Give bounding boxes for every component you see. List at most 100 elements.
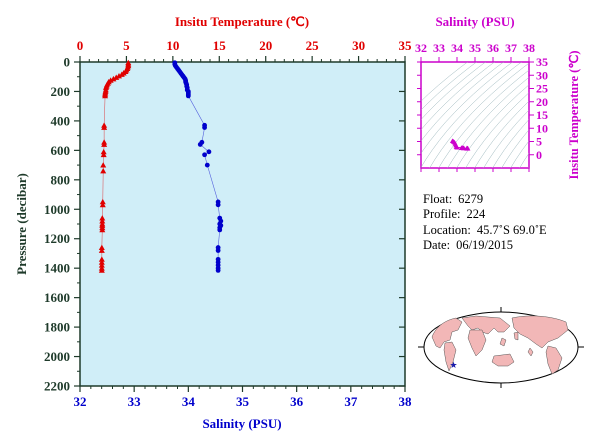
temperature-tick-label: 5: [123, 38, 130, 53]
salinity-tick-label: 34: [182, 394, 196, 409]
isopycnal-line: [519, 152, 529, 168]
map-graticule: [418, 307, 584, 388]
isopycnal-line: [438, 69, 529, 168]
pressure-tick-label: 400: [51, 113, 71, 128]
y-axis-title: Pressure (decibar): [14, 173, 29, 275]
salinity-point: [197, 142, 203, 147]
ts-salinity-tick-label: 35: [469, 41, 481, 55]
ts-temperature-tick-label: 10: [536, 121, 548, 135]
pressure-tick-label: 800: [51, 172, 71, 187]
temperature-point: [100, 167, 107, 174]
salinity-tick-label: 37: [344, 394, 358, 409]
temperature-point: [101, 124, 108, 130]
ts-salinity-tick-label: 32: [415, 41, 427, 55]
temperature-tick-label: 25: [306, 38, 320, 53]
isopycnal-line: [429, 62, 529, 168]
salinity-point: [206, 149, 212, 155]
isopycnal-line: [510, 140, 529, 168]
salinity-point: [202, 152, 207, 158]
float-label: Float:: [423, 192, 453, 206]
pressure-tick-label: 0: [64, 55, 71, 70]
top-axis-title: Insitu Temperature (℃): [175, 14, 309, 29]
salinity-axis-ticks: 32 33 34 35 36 37 38: [74, 386, 413, 409]
temperature-tick-label: 10: [166, 38, 179, 53]
isopycnal-line: [421, 62, 513, 154]
pressure-tick-label: 1000: [44, 202, 70, 217]
isopycnal-line: [421, 62, 504, 142]
temperature-tick-label: 0: [77, 38, 84, 53]
temperature-point: [98, 267, 105, 273]
ts-temperature-tick-label: 15: [536, 108, 548, 122]
temperature-point: [98, 244, 105, 250]
profile-label: Profile:: [423, 207, 461, 222]
salinity-point: [215, 202, 221, 208]
temperature-tick-label: 30: [352, 38, 365, 53]
ts-salinity-tick-label: 33: [433, 41, 445, 55]
date-value: 06/19/2015: [456, 237, 514, 252]
temperature-point: [99, 218, 106, 224]
isopycnal-line: [456, 84, 529, 168]
ts-temperature-tick-label: 5: [536, 135, 542, 149]
pressure-tick-label: 1400: [44, 261, 70, 276]
ts-salinity-axis-ticks: 32 33 34 35 36 37 38: [415, 41, 535, 172]
temperature-point: [99, 201, 106, 208]
pressure-axis-ticks: 0 200 400 600 800 1000 1200 1400 1600 1800 2000 220…: [44, 55, 405, 394]
salinity-tick-label: 38: [399, 394, 413, 409]
isopycnal-line: [501, 129, 529, 168]
temperature-point: [99, 226, 106, 233]
world-map-inset: ★: [418, 307, 584, 388]
temperature-tick-label: 20: [259, 38, 272, 53]
temperature-point: [100, 151, 107, 158]
ts-data-marks: [449, 138, 471, 151]
temperature-tick-label: 35: [399, 38, 413, 53]
map-land: [431, 315, 569, 375]
ts-point: [464, 145, 470, 151]
temperature-point: [98, 256, 105, 262]
float-location-marker: ★: [449, 361, 457, 371]
location-label: Location:: [423, 222, 471, 237]
pressure-tick-label: 200: [51, 84, 71, 99]
ts-temperature-tick-label: 30: [536, 68, 548, 82]
pressure-tick-label: 2000: [44, 349, 70, 364]
ts-x-axis-title: Salinity (PSU): [435, 14, 514, 29]
salinity-point: [215, 267, 221, 273]
temperature-axis-ticks: 0 5 10 15 20 25 30 35: [77, 38, 412, 62]
ts-temperature-tick-label: 0: [536, 148, 542, 162]
isopycnal-line: [447, 76, 529, 168]
salinity-point: [202, 125, 207, 130]
salinity-tick-label: 33: [128, 394, 142, 409]
float-value: 6279: [458, 192, 484, 206]
isopycnal-line: [421, 62, 522, 168]
isopycnal-line: [474, 100, 529, 168]
date-label: Date:: [423, 237, 451, 252]
profile-data-marks: [98, 59, 224, 273]
salinity-point: [215, 248, 221, 253]
main-profile-panel: 0 5 10 15 20 25 30 35 32 33 34 35 36 37 38 0 200 400 600…: [14, 14, 412, 431]
profile-row: Profile: 224: [423, 207, 547, 222]
temperature-point: [99, 198, 106, 205]
profile-value: 224: [466, 207, 486, 222]
pressure-tick-label: 1800: [44, 320, 70, 335]
ts-salinity-tick-label: 38: [523, 41, 535, 55]
isopycnal-line: [421, 62, 477, 111]
isopycnal-line: [483, 109, 529, 168]
ts-point: [454, 144, 460, 150]
isopycnal-line: [421, 62, 495, 131]
isopycnal-line: [421, 62, 486, 120]
pressure-tick-label: 2200: [44, 379, 70, 394]
temperature-tick-label: 15: [213, 38, 227, 53]
isopycnal-contours: [421, 62, 529, 168]
ts-salinity-tick-label: 36: [487, 41, 499, 55]
pressure-tick-label: 1600: [44, 290, 70, 305]
isopycnal-line: [465, 92, 529, 168]
isopycnal-line: [492, 119, 529, 168]
ts-y-axis-title: Insitu Temperature (℃): [567, 50, 581, 179]
temperature-point: [101, 141, 108, 147]
bottom-axis-title: Salinity (PSU): [202, 416, 281, 431]
temperature-point: [100, 148, 107, 155]
salinity-tick-label: 32: [74, 394, 87, 409]
float-info-box: Float: 6279 Profile: 224 Location: 45.7˚S 6…: [423, 192, 547, 253]
temperature-point: [102, 92, 109, 99]
pressure-tick-label: 600: [51, 143, 71, 158]
